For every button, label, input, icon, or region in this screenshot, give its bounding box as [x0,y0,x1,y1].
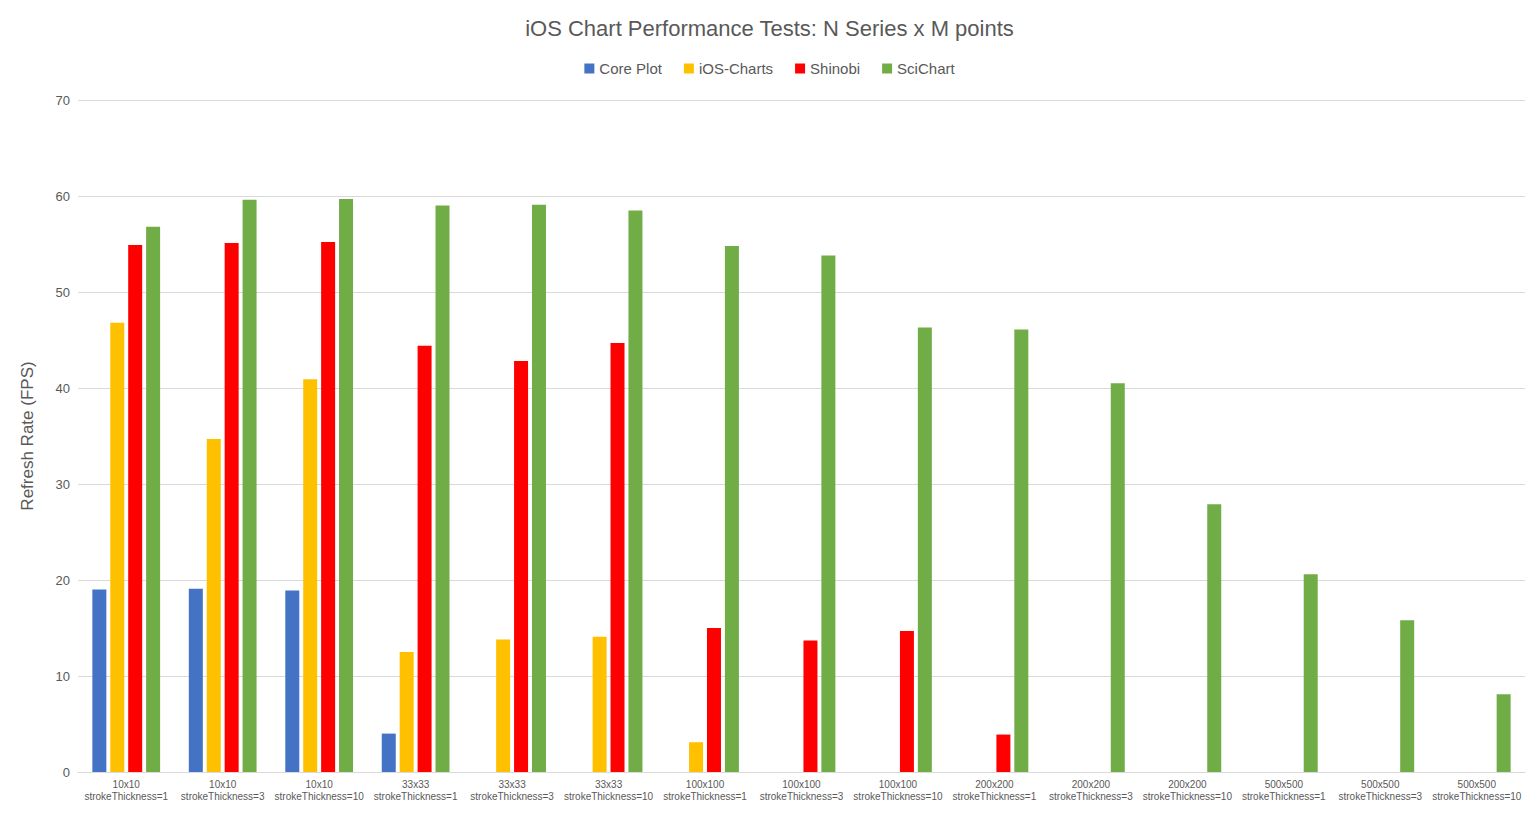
svg-text:500x500: 500x500 [1265,779,1304,790]
svg-text:500x500: 500x500 [1458,779,1497,790]
svg-text:strokeThickness=3: strokeThickness=3 [181,791,265,802]
svg-text:Core Plot: Core Plot [599,60,662,77]
svg-text:strokeThickness=10: strokeThickness=10 [1143,791,1233,802]
svg-text:500x500: 500x500 [1361,779,1400,790]
svg-text:10x10: 10x10 [209,779,237,790]
svg-text:strokeThickness=10: strokeThickness=10 [564,791,654,802]
svg-text:200x200: 200x200 [975,779,1014,790]
svg-text:33x33: 33x33 [498,779,526,790]
svg-text:70: 70 [56,93,70,108]
svg-text:20: 20 [56,573,70,588]
svg-text:strokeThickness=10: strokeThickness=10 [853,791,943,802]
svg-text:strokeThickness=10: strokeThickness=10 [275,791,365,802]
svg-text:strokeThickness=3: strokeThickness=3 [470,791,554,802]
svg-text:10: 10 [56,669,70,684]
svg-text:iOS Chart Performance Tests: N: iOS Chart Performance Tests: N Series x … [525,16,1014,41]
svg-text:33x33: 33x33 [595,779,623,790]
svg-text:strokeThickness=1: strokeThickness=1 [374,791,458,802]
svg-text:33x33: 33x33 [402,779,430,790]
svg-text:30: 30 [56,477,70,492]
svg-text:strokeThickness=3: strokeThickness=3 [1338,791,1422,802]
svg-text:10x10: 10x10 [306,779,334,790]
svg-text:100x100: 100x100 [879,779,918,790]
svg-text:strokeThickness=3: strokeThickness=3 [760,791,844,802]
svg-text:SciChart: SciChart [897,60,955,77]
svg-text:strokeThickness=3: strokeThickness=3 [1049,791,1133,802]
svg-text:strokeThickness=1: strokeThickness=1 [1242,791,1326,802]
svg-text:strokeThickness=1: strokeThickness=1 [953,791,1037,802]
svg-text:10x10: 10x10 [113,779,141,790]
svg-text:0: 0 [63,765,70,780]
svg-text:50: 50 [56,285,70,300]
svg-text:Refresh Rate (FPS): Refresh Rate (FPS) [18,361,37,510]
svg-text:40: 40 [56,381,70,396]
svg-text:200x200: 200x200 [1072,779,1111,790]
svg-text:iOS-Charts: iOS-Charts [699,60,773,77]
svg-text:Shinobi: Shinobi [810,60,860,77]
svg-text:60: 60 [56,189,70,204]
svg-text:100x100: 100x100 [686,779,725,790]
svg-text:strokeThickness=1: strokeThickness=1 [84,791,168,802]
svg-text:strokeThickness=10: strokeThickness=10 [1432,791,1522,802]
svg-text:200x200: 200x200 [1168,779,1207,790]
svg-text:100x100: 100x100 [782,779,821,790]
svg-text:strokeThickness=1: strokeThickness=1 [663,791,747,802]
